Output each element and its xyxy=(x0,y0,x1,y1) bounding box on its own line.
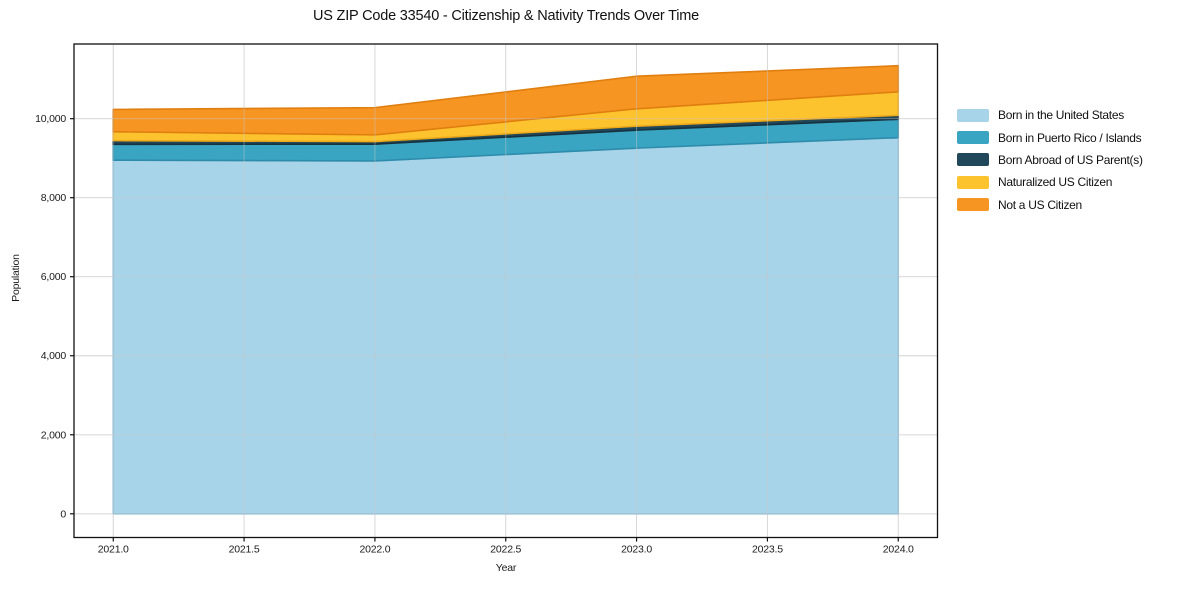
x-tick-label: 2023.0 xyxy=(621,544,652,556)
y-tick-label: 4,000 xyxy=(41,350,67,362)
legend-label: Not a US Citizen xyxy=(998,197,1082,212)
y-tick-label: 6,000 xyxy=(41,271,67,283)
legend-item: Naturalized US Citizen xyxy=(957,171,1143,193)
legend-label: Born Abroad of US Parent(s) xyxy=(998,152,1143,167)
legend-item: Born in the United States xyxy=(957,104,1143,126)
legend-swatch-puerto-rico xyxy=(957,131,989,145)
y-axis-label: Population xyxy=(10,254,22,302)
legend-swatch-born-us xyxy=(957,108,989,122)
x-tick-label: 2023.5 xyxy=(752,544,783,556)
x-tick-label: 2024.0 xyxy=(883,544,914,556)
legend-item: Born Abroad of US Parent(s) xyxy=(957,149,1143,171)
x-axis-label: Year xyxy=(495,562,517,574)
y-tick-label: 8,000 xyxy=(41,192,67,204)
x-tick-label: 2021.5 xyxy=(229,544,260,556)
y-tick-label: 10,000 xyxy=(35,113,66,125)
legend: Born in the United States Born in Puerto… xyxy=(957,104,1143,216)
legend-swatch-naturalized xyxy=(957,175,989,189)
legend-swatch-born-abroad xyxy=(957,153,989,167)
legend-item: Not a US Citizen xyxy=(957,194,1143,216)
legend-label: Born in the United States xyxy=(998,108,1124,123)
y-tick-label: 0 xyxy=(60,508,66,520)
x-tick-label: 2022.5 xyxy=(490,544,521,556)
x-tick-label: 2021.0 xyxy=(98,544,129,556)
legend-label: Naturalized US Citizen xyxy=(998,175,1113,190)
legend-item: Born in Puerto Rico / Islands xyxy=(957,126,1143,148)
y-tick-label: 2,000 xyxy=(41,429,67,441)
x-tick-label: 2022.0 xyxy=(359,544,390,556)
chart-title: US ZIP Code 33540 - Citizenship & Nativi… xyxy=(312,8,700,24)
legend-label: Born in Puerto Rico / Islands xyxy=(998,130,1142,145)
legend-swatch-not-citizen xyxy=(957,198,989,212)
